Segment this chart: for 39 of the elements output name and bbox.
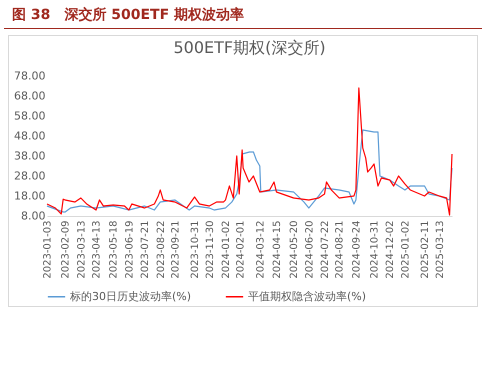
y-tick-label: 78.00 xyxy=(14,70,46,82)
legend-label: 平值期权隐含波动率(%) xyxy=(248,290,366,303)
y-tick-label: 38.00 xyxy=(14,150,46,162)
line-series xyxy=(46,87,453,216)
y-tick-label: 68.00 xyxy=(14,90,46,102)
x-tick-label: 2023-07-21 xyxy=(140,220,152,279)
x-tick-label: 2023-03-13 xyxy=(76,220,88,279)
x-tick-label: 2024-01-02 xyxy=(220,220,232,279)
y-tick-label: 18.00 xyxy=(14,190,46,202)
x-tick-label: 2024-02-01 xyxy=(236,220,247,279)
x-tick-label: 2025-01-02 xyxy=(400,220,412,279)
x-tick-label: 2023-06-19 xyxy=(124,220,136,279)
y-tick-label: 58.00 xyxy=(14,110,46,122)
chart-title: 图 38 深交所 500ETF 期权波动率 xyxy=(4,0,482,29)
x-tick-label: 2024-07-22 xyxy=(320,220,332,279)
y-tick-label: 28.00 xyxy=(14,170,46,182)
y-tick-label: 48.00 xyxy=(14,130,46,142)
x-tick-label: 2024-03-12 xyxy=(255,220,266,279)
x-tick-label: 2024-08-21 xyxy=(334,220,346,279)
x-tick-label: 2023-05-18 xyxy=(108,220,120,279)
x-tick-label: 2024-06-20 xyxy=(304,220,316,279)
y-tick-label: 8.00 xyxy=(21,210,46,222)
x-tick-label: 2025-02-11 xyxy=(420,220,432,279)
x-tick-label: 2023-10-31 xyxy=(190,220,202,279)
x-tick-label: 2024-12-02 xyxy=(385,220,396,279)
x-tick-label: 2025-03-13 xyxy=(434,220,446,279)
legend-label: 标的30日历史波动率(%) xyxy=(69,290,192,303)
x-tick-label: 2023-04-13 xyxy=(92,220,103,279)
x-tick-label: 2023-01-03 xyxy=(42,220,54,279)
x-tick-label: 2024-04-15 xyxy=(272,220,283,279)
x-tick-label: 2023-02-09 xyxy=(60,220,72,279)
x-tick-label: 2023-09-21 xyxy=(170,220,182,279)
x-tick-label: 2023-08-22 xyxy=(156,220,167,279)
x-tick-label: 2023-11-30 xyxy=(204,220,216,279)
line-series xyxy=(46,129,453,213)
x-tick-label: 2024-10-31 xyxy=(370,220,381,279)
x-tick-label: 2024-09-24 xyxy=(351,220,362,279)
chart-subtitle: 500ETF期权(深交所) xyxy=(173,38,326,57)
x-tick-label: 2024-05-20 xyxy=(289,220,300,279)
